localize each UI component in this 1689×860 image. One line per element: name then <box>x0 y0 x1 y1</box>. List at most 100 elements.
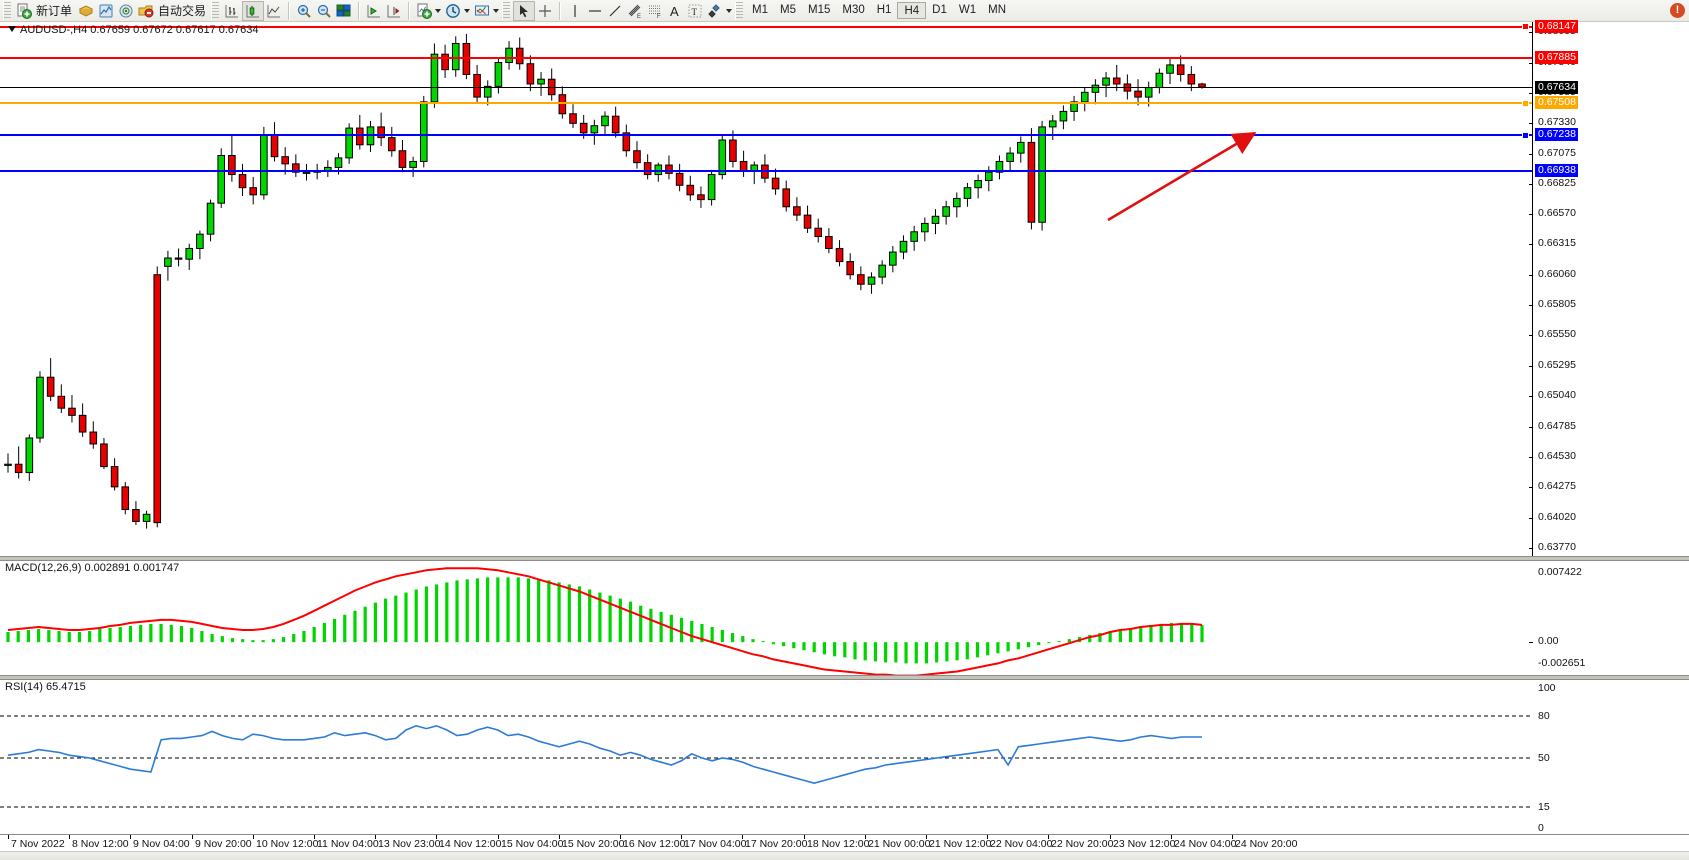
trendline-button[interactable] <box>605 1 625 21</box>
templates-button[interactable] <box>472 1 501 21</box>
tile-windows-button[interactable] <box>334 1 354 21</box>
price-level-line-pivot[interactable] <box>0 102 1532 104</box>
chart-area[interactable]: AUDUSD-,H4 0.67659 0.67672 0.67617 0.676… <box>0 20 1689 860</box>
chevron-down-icon[interactable] <box>493 8 500 13</box>
price-level-anchor[interactable] <box>1522 23 1529 30</box>
timeframe-button-w1[interactable]: W1 <box>958 4 977 16</box>
fibonacci-icon: F <box>649 5 661 19</box>
time-axis-label: 22 Nov 20:00 <box>1051 838 1114 850</box>
macd-pane[interactable]: MACD(12,26,9) 0.002891 0.001747 <box>0 561 1689 675</box>
horizontal-line-button[interactable] <box>585 1 605 21</box>
zoom-in-button[interactable] <box>294 1 314 21</box>
rsi-axis-label: 100 <box>1538 682 1556 694</box>
fibonacci-button[interactable]: F <box>645 1 665 21</box>
toolbar-grip-4[interactable] <box>735 1 744 20</box>
price-level-line-resistance[interactable] <box>0 57 1532 59</box>
timeframe-button-d1[interactable]: D1 <box>932 4 947 16</box>
macd-axis-label: 0.007422 <box>1538 566 1582 578</box>
indicators-icon <box>417 3 433 19</box>
time-axis-label: 16 Nov 12:00 <box>623 838 686 850</box>
time-axis-label: 15 Nov 20:00 <box>562 838 625 850</box>
macd-label: MACD(12,26,9) 0.002891 0.001747 <box>5 562 180 574</box>
equidistant-channel-button[interactable]: E <box>625 1 645 21</box>
price-level-line-resistance[interactable] <box>0 26 1532 28</box>
price-level-tag-pivot[interactable]: 0.67508 <box>1535 96 1578 109</box>
rsi-axis-label: 15 <box>1538 801 1550 813</box>
time-tick <box>375 835 376 839</box>
time-tick <box>865 835 866 839</box>
time-tick <box>69 835 70 839</box>
time-axis[interactable]: 7 Nov 2022 8 Nov 12:00 9 Nov 04:00 9 Nov 20… <box>0 834 1689 853</box>
new-order-label: 新订单 <box>36 4 73 18</box>
text-label-icon: T <box>688 4 702 17</box>
price-tick-label: 0.64785 <box>1538 420 1576 432</box>
text-label-button[interactable]: T <box>685 1 705 21</box>
time-axis-label: 14 Nov 12:00 <box>439 838 502 850</box>
toolbar-grip-3[interactable] <box>502 1 511 20</box>
timeframe-button-h4[interactable]: H4 <box>897 2 927 19</box>
briefcase-button[interactable] <box>76 1 96 21</box>
price-tick <box>1529 305 1533 306</box>
auto-trading-button[interactable]: 自动交易 <box>136 1 210 21</box>
bar-chart-button[interactable] <box>222 1 242 21</box>
price-level-tag-resistance[interactable]: 0.67885 <box>1535 51 1578 64</box>
horizontal-line-icon <box>589 9 602 12</box>
toolbar-grip-1[interactable] <box>3 1 11 20</box>
vertical-line-icon <box>574 4 576 17</box>
price-tick-label: 0.64020 <box>1538 511 1576 523</box>
indicators-button[interactable] <box>414 1 443 21</box>
price-pane[interactable]: AUDUSD-,H4 0.67659 0.67672 0.67617 0.676… <box>0 22 1689 556</box>
zoom-out-button[interactable] <box>314 1 334 21</box>
price-level-anchor[interactable] <box>1522 132 1529 139</box>
timeframe-button-m15[interactable]: M15 <box>808 4 831 16</box>
crosshair-icon <box>539 4 552 17</box>
timeframe-button-m1[interactable]: M1 <box>752 4 769 16</box>
macd-pane-divider[interactable] <box>0 556 1689 561</box>
candlestick-chart-button[interactable] <box>242 0 265 21</box>
signals-button[interactable] <box>116 1 136 21</box>
chevron-down-icon[interactable] <box>435 8 442 13</box>
chart-shift-button[interactable] <box>364 1 384 21</box>
new-order-button[interactable]: 新订单 <box>14 1 76 21</box>
price-tick <box>1529 244 1533 245</box>
price-level-anchor[interactable] <box>1522 100 1529 107</box>
rsi-pane-divider[interactable] <box>0 675 1689 680</box>
vertical-line-button[interactable] <box>565 1 585 21</box>
chevron-down-icon[interactable] <box>464 8 471 13</box>
line-chart-button[interactable] <box>264 1 284 21</box>
equidistant-channel-icon: E <box>628 4 641 19</box>
period-button[interactable] <box>443 1 472 21</box>
price-level-tag-support[interactable]: 0.66938 <box>1535 164 1578 177</box>
symbol-collapse-icon[interactable] <box>8 26 16 32</box>
timeframe-button-h1[interactable]: H1 <box>876 4 892 16</box>
price-tick <box>1529 366 1533 367</box>
time-tick <box>192 835 193 839</box>
price-tick-label: 0.66825 <box>1538 177 1576 189</box>
time-axis-label: 17 Nov 20:00 <box>745 838 808 850</box>
macd-zero-tick <box>1529 642 1533 643</box>
time-axis-label: 7 Nov 2022 <box>11 838 65 850</box>
price-level-line-current-price[interactable] <box>0 87 1532 88</box>
timeframe-button-m5[interactable]: M5 <box>780 4 796 16</box>
price-tick <box>1529 396 1533 397</box>
price-level-tag-resistance[interactable]: 0.68147 <box>1535 20 1578 33</box>
price-level-line-support[interactable] <box>0 134 1532 136</box>
text-button[interactable]: A <box>665 1 685 21</box>
timeframe-button-m30[interactable]: M30 <box>842 4 865 16</box>
price-tick <box>1529 214 1533 215</box>
chart-autoscroll-button[interactable] <box>384 1 404 21</box>
rsi-pane[interactable]: RSI(14) 65.4715 <box>0 680 1689 834</box>
market-watch-button[interactable] <box>96 1 116 21</box>
text-icon: A <box>670 4 679 19</box>
crosshair-button[interactable] <box>535 1 555 21</box>
shapes-button[interactable] <box>705 1 734 21</box>
price-level-tag-current-price[interactable]: 0.67634 <box>1535 81 1578 94</box>
chevron-down-icon[interactable] <box>726 8 733 13</box>
trend-annotation-arrow[interactable] <box>0 22 1532 556</box>
toolbar-grip-2[interactable] <box>211 1 220 20</box>
alert-badge[interactable]: ! <box>1670 3 1685 18</box>
cursor-button[interactable] <box>513 0 536 21</box>
timeframe-button-mn[interactable]: MN <box>988 4 1006 16</box>
price-level-line-support[interactable] <box>0 170 1532 172</box>
price-level-tag-support[interactable]: 0.67238 <box>1535 128 1578 141</box>
